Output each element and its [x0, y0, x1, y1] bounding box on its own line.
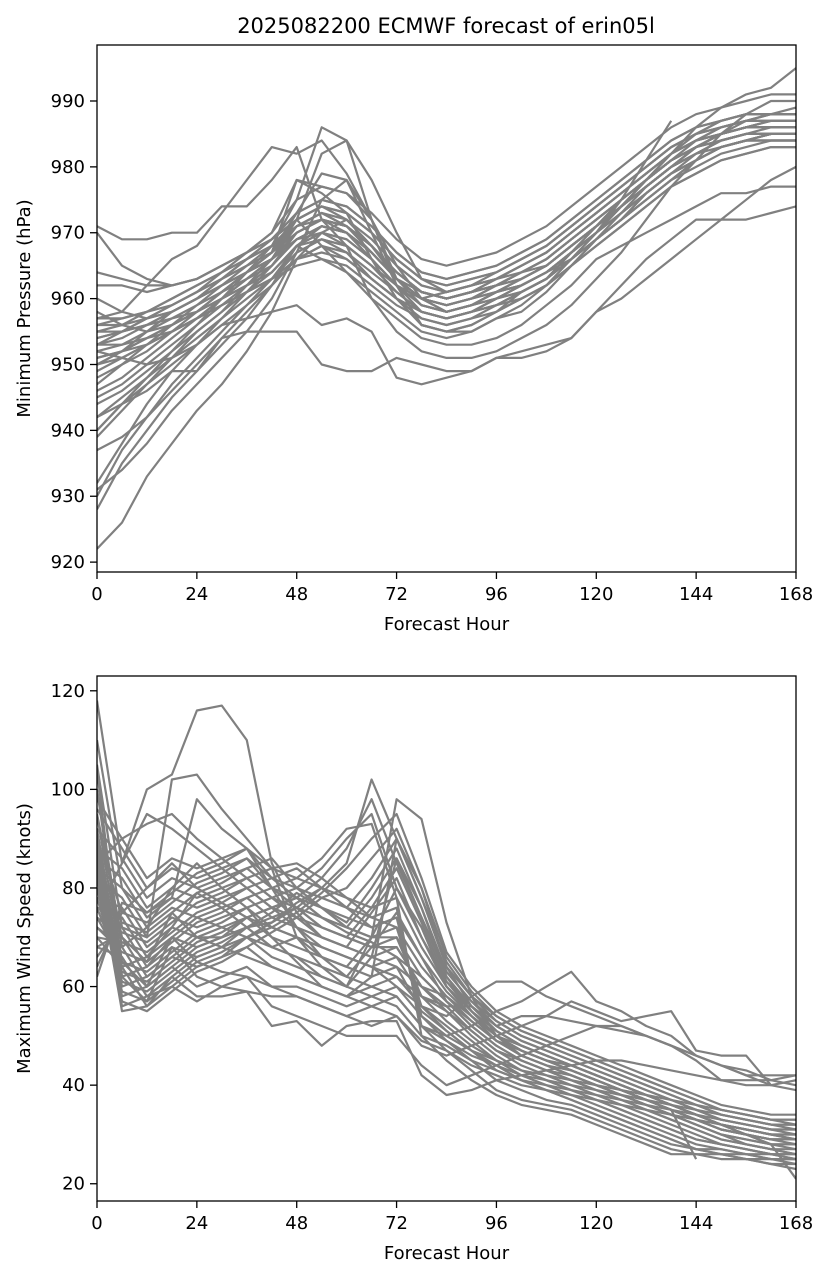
wind-series-line-12 [97, 812, 796, 1116]
wind-series-line-35 [97, 877, 698, 1160]
wind-series-line-34 [97, 896, 796, 1180]
wind-x-tick-label: 96 [485, 1213, 508, 1234]
wind-series-line-14 [97, 798, 796, 1126]
wind-y-axis-label: Maximum Wind Speed (knots) [14, 803, 35, 1074]
wind-series-line-39 [97, 828, 796, 1161]
wind-series-line-38 [97, 847, 796, 1161]
wind-series-line-15 [97, 812, 796, 1131]
wind-x-tick-label: 24 [185, 1213, 208, 1234]
pressure-y-tick-label: 940 [51, 420, 85, 441]
wind-series-line-26 [97, 789, 796, 1136]
wind-x-tick-label: 120 [579, 1213, 613, 1234]
wind-series-line-33 [97, 906, 796, 1082]
wind-series-line-41 [97, 798, 796, 1166]
pressure-series-line-12 [97, 119, 796, 392]
wind-series-line-32 [97, 887, 796, 1092]
wind-series-line-28 [97, 936, 796, 1097]
pressure-x-tick-label: 168 [779, 584, 813, 605]
pressure-series-line-37 [97, 120, 673, 333]
wind-y-tick-label: 40 [62, 1075, 85, 1096]
wind-y-tick-label: 80 [62, 878, 85, 899]
pressure-series-line-28 [97, 132, 796, 327]
wind-x-tick-label: 144 [679, 1213, 713, 1234]
wind-x-tick-label: 0 [91, 1213, 102, 1234]
wind-y-ticks: 20 40 60 80 100 120 [51, 681, 97, 1195]
wind-lines [97, 700, 796, 1180]
pressure-x-tick-label: 144 [679, 584, 713, 605]
wind-series-line-37 [97, 857, 796, 1156]
pressure-series-line-30 [97, 126, 796, 320]
pressure-series-line-26 [97, 132, 796, 333]
pressure-x-tick-label: 120 [579, 584, 613, 605]
pressure-y-ticks: 920 930 940 950 960 970 980 990 [51, 91, 97, 573]
wind-series-line-13 [97, 778, 796, 1121]
pressure-y-axis-label: Minimum Pressure (hPa) [14, 199, 35, 417]
pressure-x-ticks: 0 24 48 72 96 120 144 168 [91, 572, 813, 605]
pressure-x-tick-label: 0 [91, 584, 102, 605]
wind-x-axis-label: Forecast Hour [384, 1243, 510, 1264]
pressure-series-line-41 [97, 67, 796, 346]
pressure-x-tick-label: 72 [385, 584, 408, 605]
pressure-y-tick-label: 960 [51, 289, 85, 310]
wind-y-tick-label: 120 [51, 681, 85, 702]
wind-series-line-17 [97, 867, 796, 1141]
pressure-lines [97, 67, 796, 550]
wind-y-tick-label: 60 [62, 977, 85, 998]
pressure-y-tick-label: 990 [51, 91, 85, 112]
pressure-x-tick-label: 48 [285, 584, 308, 605]
wind-y-tick-label: 20 [62, 1174, 85, 1195]
pressure-series-line-39 [97, 205, 796, 419]
pressure-y-tick-label: 920 [51, 552, 85, 573]
pressure-series-line-2 [97, 126, 796, 510]
pressure-y-tick-label: 950 [51, 354, 85, 375]
pressure-panel: 0 24 48 72 96 120 144 168 920 930 940 950 960 970 980… [14, 44, 813, 635]
pressure-series-line-40 [97, 185, 796, 366]
pressure-series-line-35 [97, 99, 796, 359]
wind-series-line-40 [97, 808, 796, 1166]
pressure-y-tick-label: 930 [51, 486, 85, 507]
wind-panel: 0 24 48 72 96 120 144 168 20 40 60 80 100 120 Foreca… [14, 675, 813, 1264]
wind-series-line-30 [97, 926, 772, 1086]
wind-axes-frame [96, 675, 797, 1202]
pressure-y-tick-label: 980 [51, 157, 85, 178]
pressure-y-tick-label: 970 [51, 223, 85, 244]
pressure-series-line-34 [97, 113, 796, 287]
pressure-series-line-36 [97, 93, 796, 287]
wind-x-tick-label: 48 [285, 1213, 308, 1234]
wind-series-line-19 [97, 857, 796, 1151]
wind-x-ticks: 0 24 48 72 96 120 144 168 [91, 1201, 813, 1234]
wind-x-tick-label: 72 [385, 1213, 408, 1234]
pressure-series-line-23 [97, 132, 796, 346]
pressure-series-line-38 [97, 165, 796, 432]
wind-y-tick-label: 100 [51, 779, 85, 800]
pressure-x-tick-label: 24 [185, 584, 208, 605]
pressure-x-axis-label: Forecast Hour [384, 614, 510, 635]
pressure-axes-frame [96, 44, 797, 573]
pressure-x-tick-label: 96 [485, 584, 508, 605]
wind-series-line-31 [97, 916, 796, 1087]
figure-title: 2025082200 ECMWF forecast of erin05l [237, 14, 655, 38]
wind-x-tick-label: 168 [779, 1213, 813, 1234]
wind-series-line-36 [97, 867, 796, 1156]
